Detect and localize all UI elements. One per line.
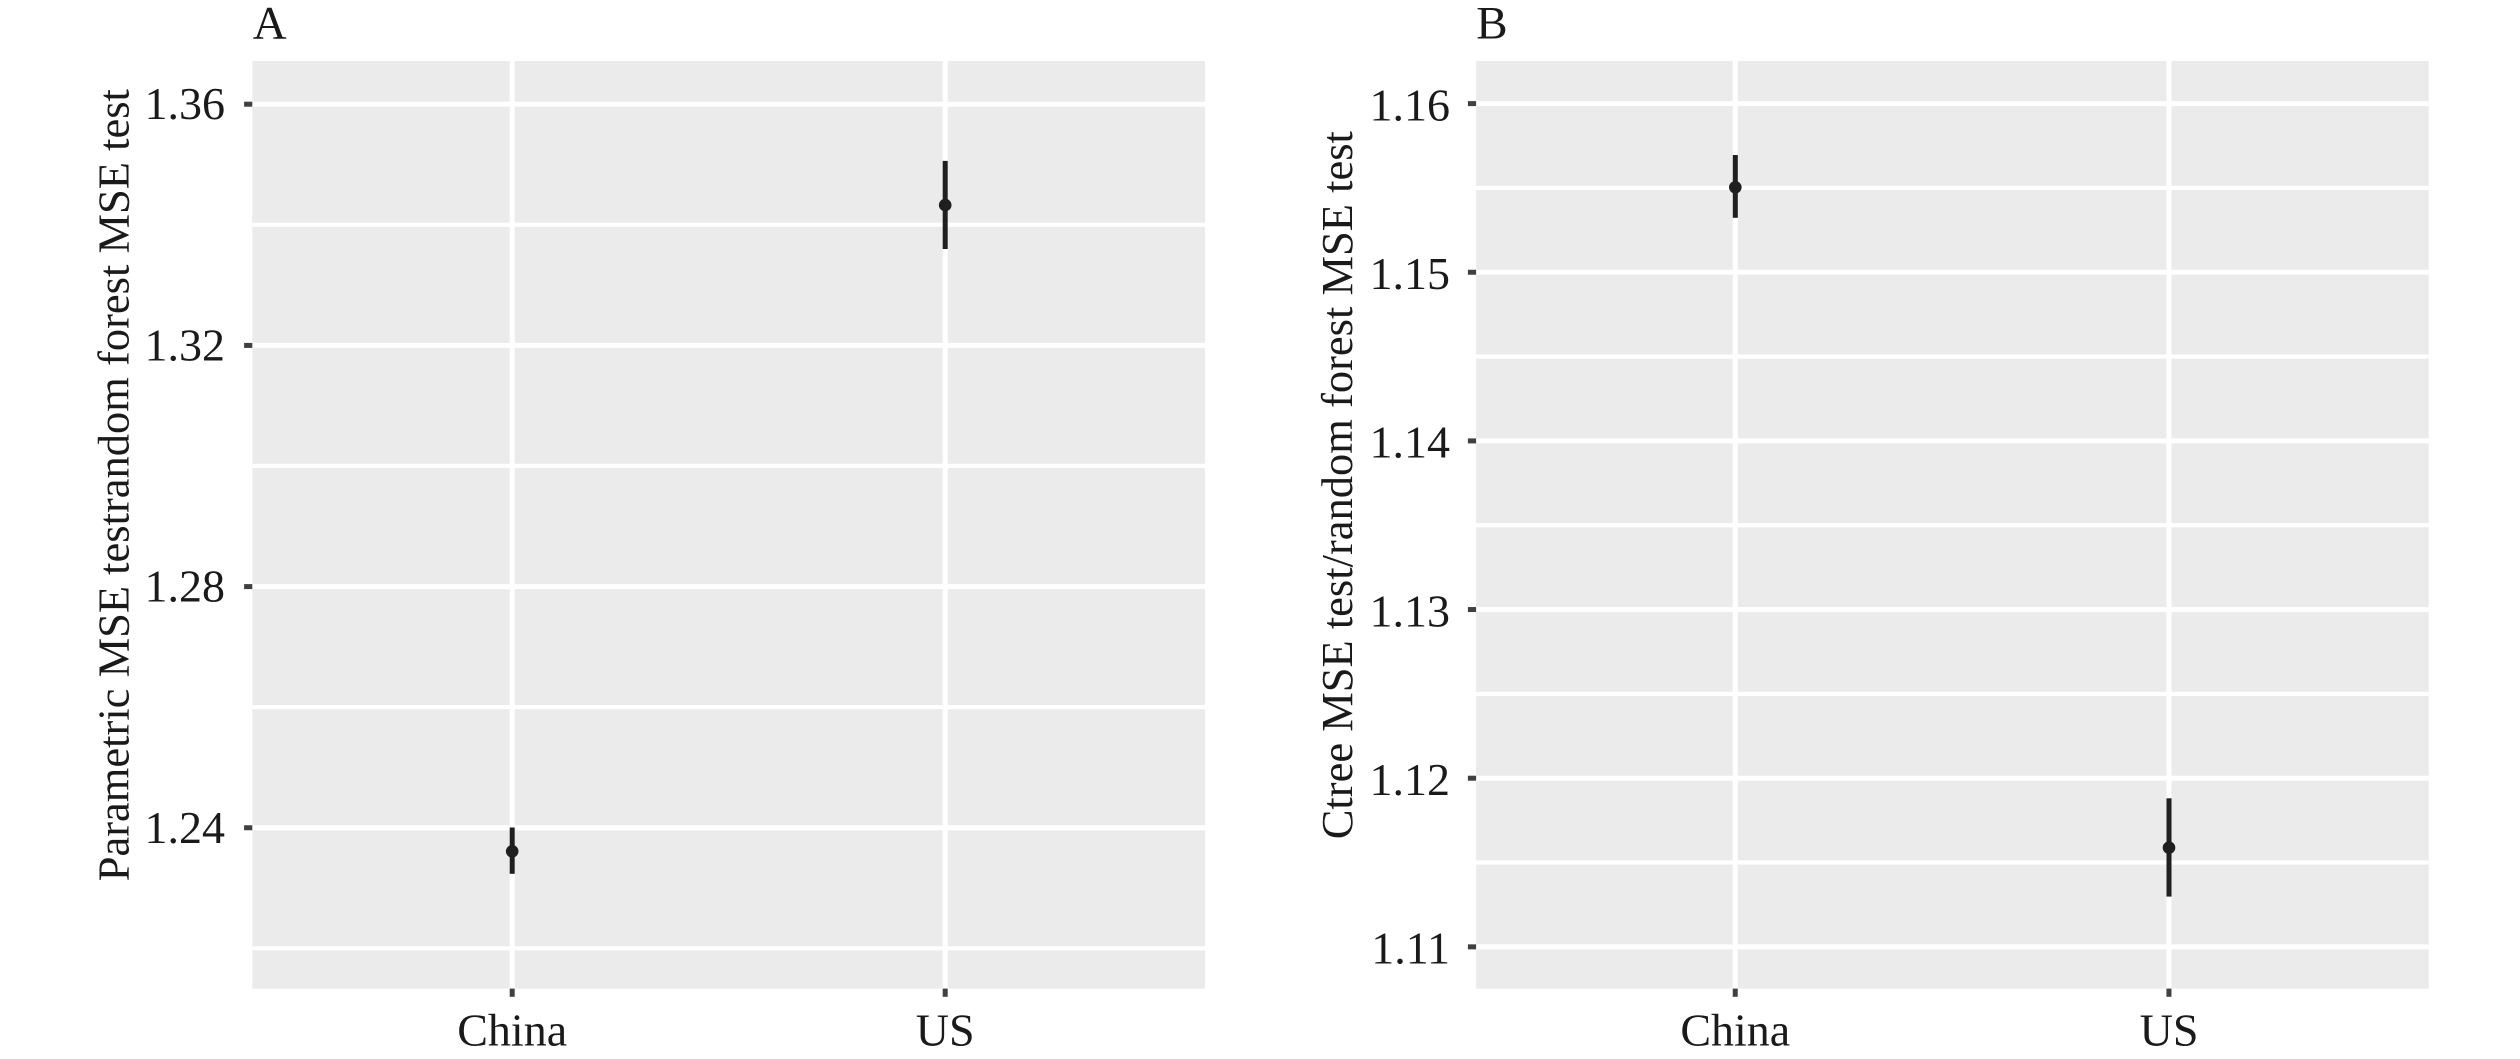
svg-text:Parametric MSE testrandom fore: Parametric MSE testrandom forest MSE tes… — [89, 88, 139, 881]
svg-text:US: US — [916, 1005, 975, 1056]
svg-text:1.14: 1.14 — [1370, 417, 1451, 468]
svg-text:1.12: 1.12 — [1370, 754, 1451, 805]
svg-text:1.32: 1.32 — [145, 319, 226, 370]
svg-text:1.28: 1.28 — [145, 561, 226, 612]
svg-text:Ctree MSE test/random forest M: Ctree MSE test/random forest MSE test — [1312, 130, 1362, 839]
svg-text:US: US — [2140, 1005, 2199, 1056]
svg-text:China: China — [457, 1005, 567, 1056]
svg-text:1.36: 1.36 — [145, 78, 226, 129]
svg-text:1.11: 1.11 — [1371, 923, 1450, 974]
svg-text:1.16: 1.16 — [1370, 79, 1451, 130]
svg-text:1.24: 1.24 — [145, 802, 226, 853]
svg-text:1.15: 1.15 — [1370, 248, 1451, 299]
svg-text:A: A — [253, 0, 287, 50]
svg-text:1.13: 1.13 — [1370, 585, 1451, 636]
svg-text:China: China — [1680, 1005, 1790, 1056]
svg-text:B: B — [1476, 0, 1507, 50]
